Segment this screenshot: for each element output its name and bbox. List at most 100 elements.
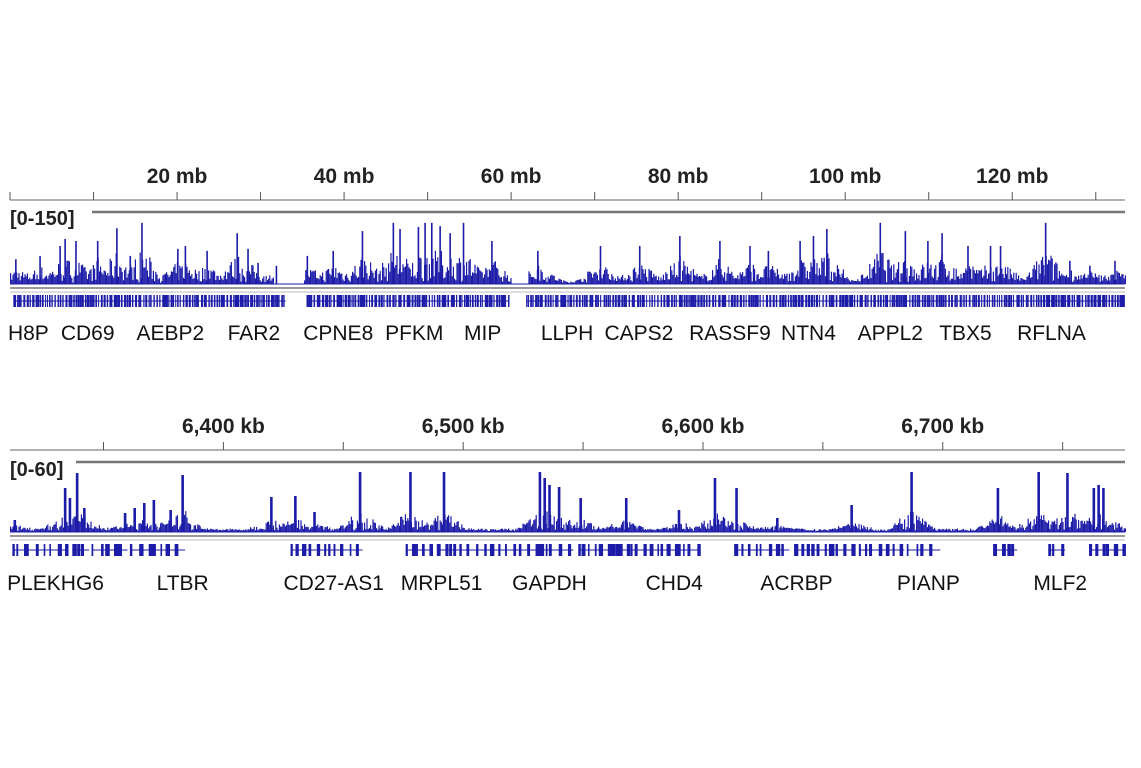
signal-bar: [444, 277, 446, 284]
signal-bar: [209, 278, 211, 284]
signal-peak: [879, 222, 882, 284]
signal-bar: [744, 275, 746, 284]
signal-bar: [1075, 519, 1077, 532]
gene-exon: [441, 295, 445, 307]
gene-exon: [145, 295, 148, 307]
signal-bar: [802, 262, 804, 284]
signal-bar: [983, 275, 985, 284]
gene-exon: [747, 544, 751, 556]
signal-bar: [968, 266, 970, 284]
gene-exon: [1102, 544, 1106, 556]
signal-bar: [347, 525, 349, 532]
signal-bar: [643, 529, 645, 532]
signal-bar: [329, 273, 331, 284]
gene-exon: [103, 295, 106, 307]
signal-bar: [845, 525, 847, 532]
gene-exon: [1016, 295, 1019, 307]
gene-exon: [340, 544, 344, 556]
signal-bar: [71, 524, 73, 532]
gene-exon: [651, 295, 653, 307]
signal-bar: [221, 278, 223, 284]
gene-exon: [801, 544, 805, 556]
gene-exon: [841, 295, 845, 307]
signal-bar: [964, 273, 966, 284]
signal-bar: [664, 527, 666, 532]
signal-bar: [1076, 528, 1078, 532]
gene-exon: [330, 295, 332, 307]
signal-bar: [229, 265, 231, 284]
gene-exon: [152, 544, 156, 556]
signal-bar: [214, 530, 216, 532]
signal-bar: [852, 525, 854, 532]
signal-bar: [479, 530, 481, 532]
gene-exon: [663, 295, 666, 307]
signal-bar: [964, 530, 966, 532]
signal-bar: [824, 529, 826, 532]
signal-bar: [851, 280, 853, 284]
signal-bar: [823, 529, 825, 532]
signal-bar: [902, 262, 904, 284]
signal-bar: [400, 516, 402, 532]
signal-bar: [157, 279, 159, 284]
signal-bar: [431, 524, 433, 532]
signal-bar: [66, 260, 68, 284]
signal-bar: [335, 268, 337, 284]
signal-bar: [540, 269, 542, 284]
signal-bar: [428, 264, 430, 284]
signal-bar: [395, 526, 397, 532]
gene-exon: [366, 295, 368, 307]
signal-bar: [186, 266, 188, 284]
signal-bar: [322, 272, 324, 284]
signal-bar: [32, 274, 34, 284]
signal-bar: [632, 523, 634, 532]
signal-bar: [792, 272, 794, 284]
signal-bar: [644, 269, 646, 284]
signal-bar: [368, 275, 370, 284]
signal-bar: [320, 276, 322, 284]
signal-bar: [1050, 255, 1052, 284]
signal-bar: [316, 525, 318, 532]
signal-bar: [326, 269, 328, 284]
signal-bar: [676, 274, 678, 284]
gene-exon: [745, 295, 747, 307]
signal-bar: [1121, 274, 1123, 284]
signal-bar: [156, 526, 158, 532]
signal-bar: [648, 268, 650, 284]
signal-bar: [536, 528, 538, 532]
signal-bar: [244, 530, 246, 532]
gene-exon: [325, 295, 328, 307]
signal-bar: [600, 529, 602, 532]
gene-exon: [938, 295, 941, 307]
gene-exon: [374, 295, 377, 307]
gene-exon: [148, 544, 154, 556]
gene-exon: [759, 295, 761, 307]
gene-exon: [861, 295, 863, 307]
gene-exon: [490, 295, 493, 307]
signal-bar: [85, 528, 87, 532]
signal-bar: [530, 276, 532, 284]
signal-bar: [46, 525, 48, 532]
signal-bar: [89, 527, 91, 532]
signal-bar: [220, 275, 222, 284]
signal-bar: [1004, 522, 1006, 532]
signal-bar: [407, 263, 409, 284]
signal-bar: [1124, 528, 1126, 532]
signal-bar: [109, 528, 111, 532]
signal-bar: [1025, 527, 1027, 532]
signal-peak: [39, 255, 41, 284]
signal-bar: [250, 274, 252, 284]
signal-bar: [163, 524, 165, 532]
signal-bar: [437, 257, 439, 284]
signal-bar: [925, 521, 927, 532]
signal-bar: [164, 524, 166, 532]
gene-label: CAPS2: [604, 322, 673, 345]
gene-exon: [562, 295, 565, 307]
gene-exon: [736, 295, 739, 307]
signal-bar: [144, 267, 146, 284]
signal-bar: [241, 268, 243, 284]
gene-exon: [355, 544, 359, 556]
signal-bar: [310, 269, 312, 284]
gene-exon: [150, 295, 152, 307]
signal-bar: [998, 273, 1000, 284]
signal-bar: [966, 270, 968, 284]
